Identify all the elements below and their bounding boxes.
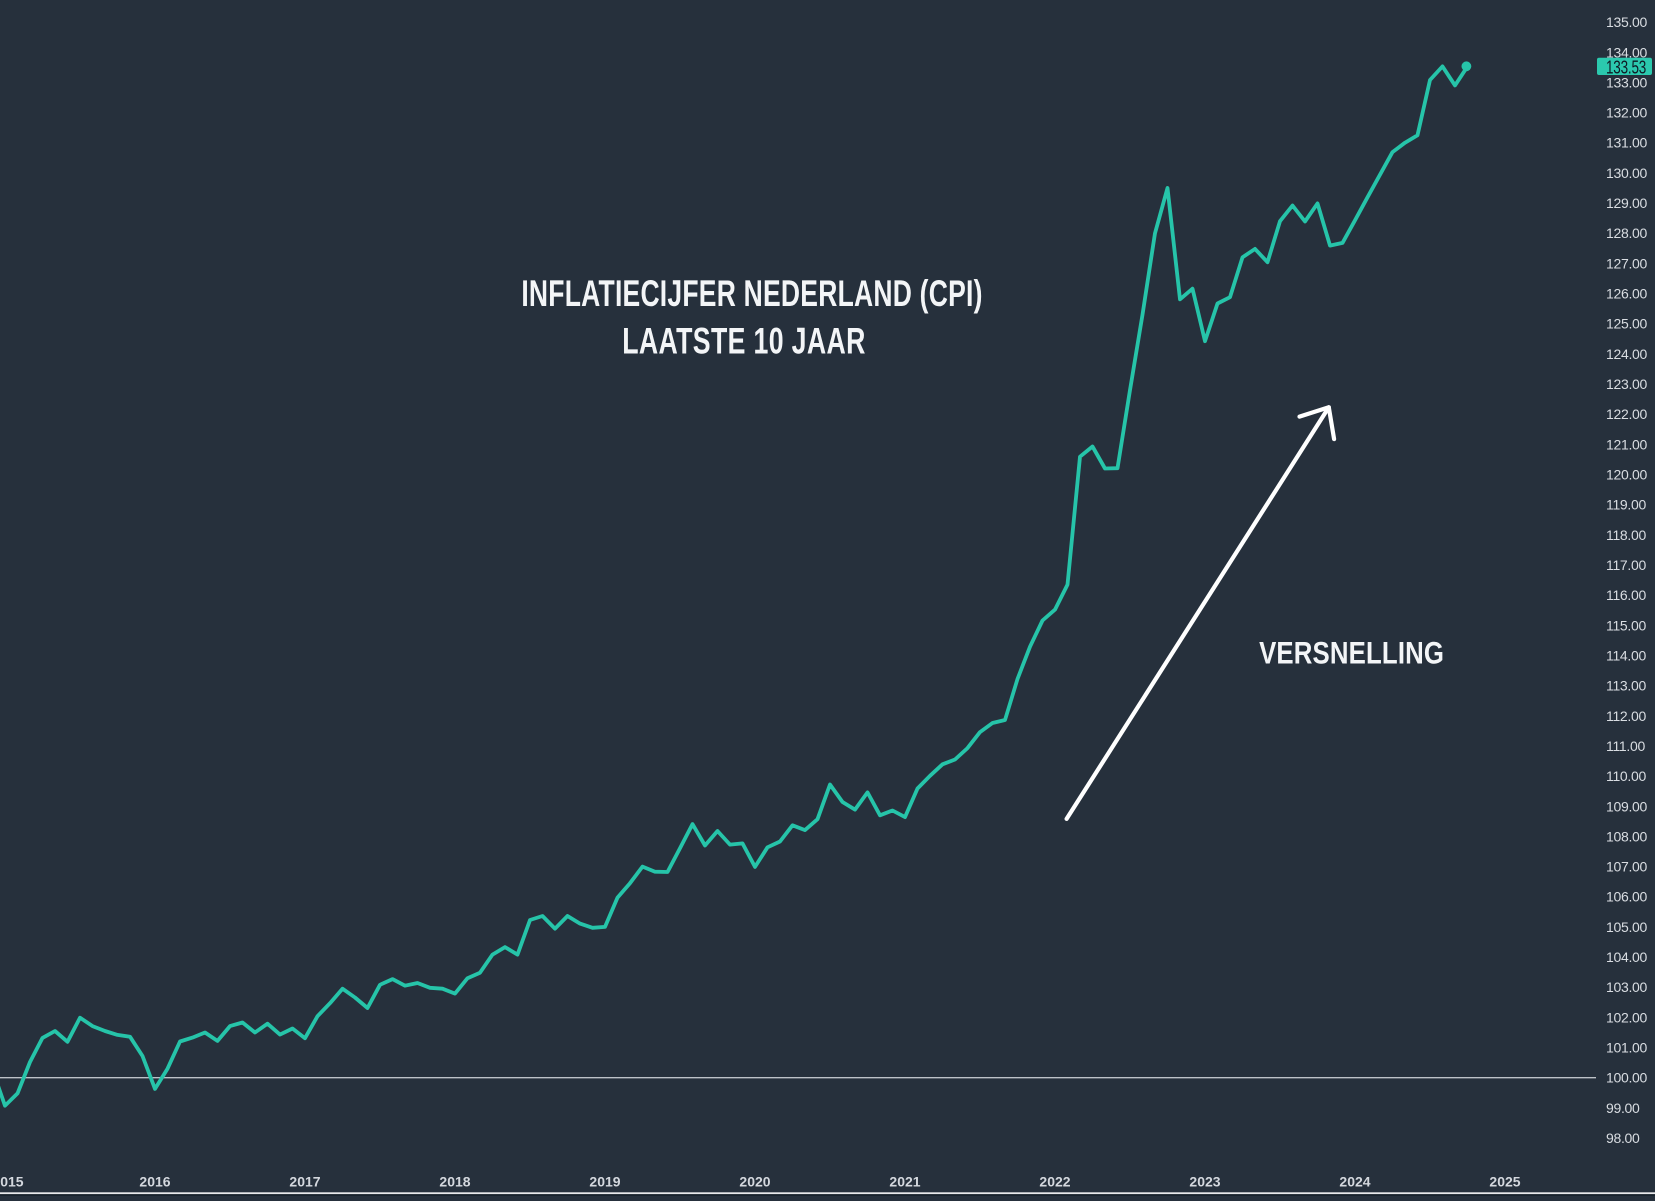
svg-text:2016: 2016 — [139, 1174, 170, 1190]
svg-text:2020: 2020 — [739, 1174, 770, 1190]
svg-text:118.00: 118.00 — [1606, 527, 1646, 543]
svg-text:102.00: 102.00 — [1606, 1009, 1648, 1025]
svg-text:2024: 2024 — [1339, 1174, 1370, 1190]
svg-text:107.00: 107.00 — [1606, 859, 1648, 875]
svg-text:133.00: 133.00 — [1606, 74, 1648, 90]
svg-text:98.00: 98.00 — [1606, 1130, 1640, 1146]
svg-text:132.00: 132.00 — [1606, 105, 1648, 121]
svg-text:110.00: 110.00 — [1606, 768, 1646, 784]
svg-text:2018: 2018 — [439, 1174, 470, 1190]
svg-text:103.00: 103.00 — [1606, 979, 1648, 995]
svg-text:126.00: 126.00 — [1606, 286, 1648, 302]
svg-text:124.00: 124.00 — [1606, 346, 1648, 362]
svg-text:VERSNELLING: VERSNELLING — [1259, 636, 1444, 671]
svg-text:112.00: 112.00 — [1606, 708, 1646, 724]
svg-text:111.00: 111.00 — [1606, 738, 1645, 754]
svg-text:134.00: 134.00 — [1606, 44, 1648, 60]
svg-text:135.00: 135.00 — [1606, 14, 1648, 30]
svg-text:2022: 2022 — [1039, 1174, 1070, 1190]
svg-text:2019: 2019 — [589, 1174, 620, 1190]
svg-text:130.00: 130.00 — [1606, 165, 1648, 181]
svg-text:117.00: 117.00 — [1606, 557, 1646, 573]
svg-text:106.00: 106.00 — [1606, 889, 1648, 905]
svg-text:123.00: 123.00 — [1606, 376, 1648, 392]
svg-text:104.00: 104.00 — [1606, 949, 1648, 965]
svg-text:101.00: 101.00 — [1606, 1040, 1648, 1056]
svg-text:114.00: 114.00 — [1606, 648, 1646, 664]
svg-text:113.00: 113.00 — [1606, 678, 1646, 694]
svg-text:109.00: 109.00 — [1606, 798, 1648, 814]
svg-text:131.00: 131.00 — [1606, 135, 1648, 151]
svg-text:122.00: 122.00 — [1606, 406, 1648, 422]
svg-text:LAATSTE 10 JAAR: LAATSTE 10 JAAR — [622, 320, 865, 361]
svg-text:100.00: 100.00 — [1606, 1070, 1648, 1086]
svg-text:2025: 2025 — [1489, 1174, 1520, 1190]
svg-text:2023: 2023 — [1189, 1174, 1220, 1190]
svg-text:129.00: 129.00 — [1606, 195, 1648, 211]
svg-text:115.00: 115.00 — [1606, 617, 1646, 633]
svg-text:133.53: 133.53 — [1606, 57, 1646, 78]
svg-text:120.00: 120.00 — [1606, 467, 1648, 483]
svg-text:128.00: 128.00 — [1606, 225, 1648, 241]
svg-text:127.00: 127.00 — [1606, 255, 1648, 271]
svg-text:125.00: 125.00 — [1606, 316, 1648, 332]
svg-text:2015: 2015 — [0, 1174, 24, 1190]
svg-text:INFLATIECIJFER NEDERLAND (CPI): INFLATIECIJFER NEDERLAND (CPI) — [521, 273, 982, 314]
svg-text:121.00: 121.00 — [1606, 436, 1648, 452]
svg-text:2021: 2021 — [889, 1174, 920, 1190]
svg-text:99.00: 99.00 — [1606, 1100, 1640, 1116]
svg-text:108.00: 108.00 — [1606, 828, 1648, 844]
svg-text:2017: 2017 — [289, 1174, 320, 1190]
svg-text:119.00: 119.00 — [1606, 497, 1646, 513]
svg-text:116.00: 116.00 — [1606, 587, 1646, 603]
svg-text:105.00: 105.00 — [1606, 919, 1648, 935]
